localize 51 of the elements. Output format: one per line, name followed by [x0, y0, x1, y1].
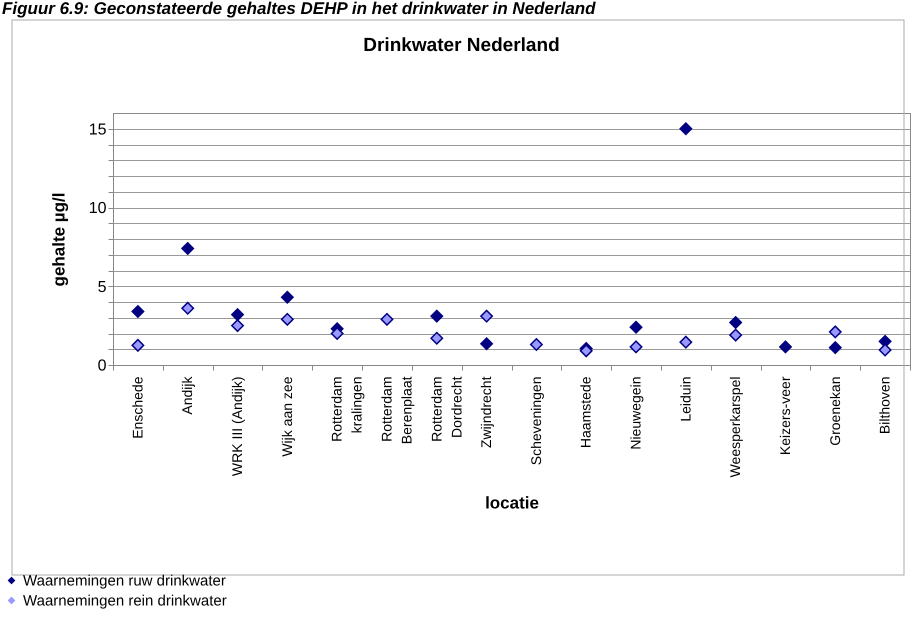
point	[480, 337, 494, 350]
legend-label: Waarnemingen rein drinkwater	[23, 592, 227, 610]
point	[131, 305, 144, 318]
point	[480, 310, 494, 323]
x-tick-label: Bilthoven	[876, 376, 893, 434]
legend-label: Waarnemingen ruw drinkwater	[23, 572, 226, 590]
x-tick-label: WRK III (Andijk)	[229, 376, 246, 476]
point	[630, 340, 642, 354]
point	[679, 336, 692, 349]
x-axis-title: locatie	[485, 493, 539, 512]
y-axis-title: gehalte µg/l	[50, 192, 69, 286]
point	[380, 312, 394, 326]
x-tick-label: Andijk	[179, 376, 196, 415]
point	[231, 308, 244, 322]
x-tick-label: Rotterdam kralingen	[328, 376, 365, 442]
x-tick-label: Groenekan	[826, 376, 843, 446]
point	[729, 328, 742, 342]
text: Figuur 6.9: Geconstateerde gehaltes DEHP in het drinkwater in Nederland	[2, 0, 596, 18]
point	[131, 338, 144, 352]
point	[181, 302, 194, 315]
x-tick-label: Rotterdam Dordrecht	[428, 376, 464, 442]
point	[430, 310, 444, 323]
point	[530, 338, 543, 351]
x-tick-label: Enschede	[129, 376, 146, 439]
x-tick-label: Wijk aan zee	[278, 376, 295, 457]
point	[828, 325, 842, 338]
point	[729, 316, 742, 329]
x-tick-label: Scheveningen	[528, 376, 544, 466]
x-tick-label: Zwijndrecht	[478, 376, 494, 448]
chart-title: Drinkwater Nederland	[363, 35, 560, 56]
point	[828, 341, 842, 354]
point	[878, 344, 892, 356]
point	[181, 242, 194, 255]
point	[280, 290, 294, 304]
y-tick-label: 15	[88, 121, 107, 138]
x-tick-label: Nieuwegein	[628, 376, 644, 450]
point	[231, 319, 244, 332]
point	[580, 344, 593, 358]
point	[330, 327, 344, 340]
x-tick-label: Leiduin	[677, 376, 694, 422]
point	[430, 332, 444, 345]
y-tick-label: 10	[88, 200, 107, 217]
x-tick-label: Weesperkarspel	[727, 376, 744, 478]
y-tick-label: 0	[98, 358, 107, 374]
x-tick-label: Keizers-veer	[776, 376, 793, 456]
y-tick-label: 5	[98, 278, 107, 296]
point	[280, 312, 294, 326]
point	[779, 340, 792, 354]
point	[679, 122, 692, 136]
point	[630, 320, 642, 334]
x-tick-label: Haamstede	[578, 376, 594, 448]
